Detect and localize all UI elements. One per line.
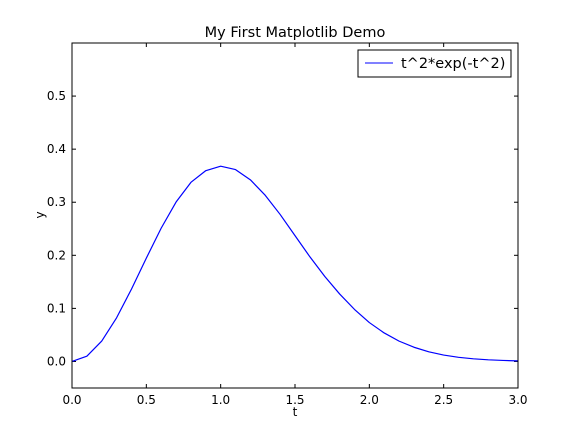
y-tick-label: 0.3 — [47, 195, 66, 209]
legend-label: t^2*exp(-t^2) — [401, 56, 505, 72]
axes-frame — [71, 42, 519, 389]
x-tick-label: 2.0 — [360, 393, 379, 407]
x-tick-label: 3.0 — [508, 393, 527, 407]
x-tick-label: 0.5 — [137, 393, 156, 407]
y-tick-label: 0.0 — [47, 354, 66, 368]
ticks-layer: 0.0 0.5 1.0 1.5 2.0 2.5 3.0 0.0 0.1 0.2 0.3 0.4 0.5 — [47, 43, 528, 407]
series-layer — [71, 165, 519, 363]
x-tick-label: 1.5 — [285, 393, 304, 407]
series-line — [71, 165, 519, 363]
legend: t^2*exp(-t^2) — [357, 49, 512, 78]
x-tick-label: 0.0 — [62, 393, 81, 407]
x-tick-label: 2.5 — [434, 393, 453, 407]
chart-title: My First Matplotlib Demo — [205, 25, 386, 41]
y-tick-label: 0.1 — [47, 301, 66, 315]
x-axis-label: t — [293, 405, 298, 419]
y-tick-label: 0.5 — [47, 89, 66, 103]
y-tick-label: 0.2 — [47, 248, 66, 262]
x-tick-label: 1.0 — [211, 393, 230, 407]
y-tick-label: 0.4 — [47, 142, 66, 156]
y-axis-label: y — [33, 211, 47, 218]
